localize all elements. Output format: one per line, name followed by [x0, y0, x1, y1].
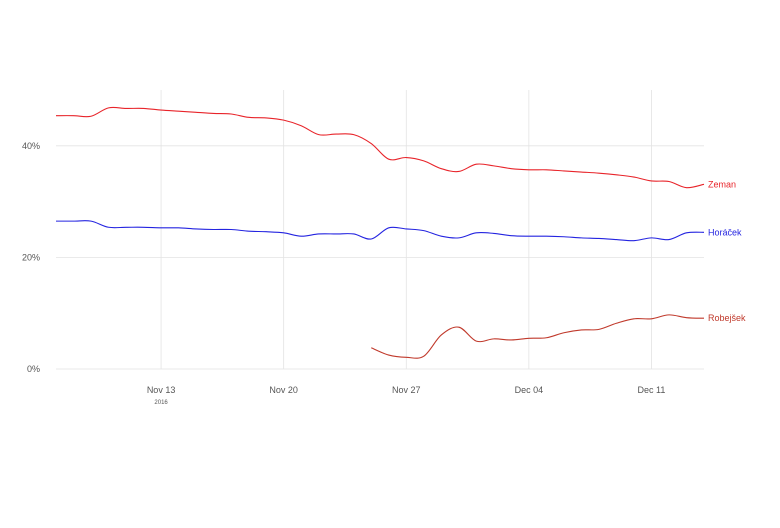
y-axis-ticks: 0% 20% 40%: [22, 141, 40, 374]
series-label-zeman: Zeman: [708, 179, 736, 189]
x-tick-label: Nov 20: [269, 385, 298, 395]
x-tick-label: Nov 13: [147, 385, 176, 395]
y-tick-label: 0%: [27, 364, 40, 374]
series-labels: Zeman Horáček Robejšek: [708, 179, 746, 323]
x-tick-label: Dec 04: [515, 385, 544, 395]
series-line-zeman: [55, 106, 705, 189]
x-tick-label: Nov 27: [392, 385, 421, 395]
y-tick-label: 40%: [22, 141, 40, 151]
series-label-robejsek: Robejšek: [708, 313, 746, 323]
x-tick-label: Dec 11: [638, 385, 666, 395]
series-line-robejsek: [371, 314, 705, 359]
x-axis-ticks: Nov 13 2016 Nov 20 Nov 27 Dec 04 Dec 11: [147, 385, 666, 406]
y-tick-label: 20%: [22, 252, 40, 262]
x-tick-year-label: 2016: [154, 400, 168, 406]
series-lines: [55, 106, 705, 359]
grid: [56, 90, 704, 370]
series-line-horacek: [56, 220, 705, 242]
series-label-horacek: Horáček: [708, 227, 742, 237]
